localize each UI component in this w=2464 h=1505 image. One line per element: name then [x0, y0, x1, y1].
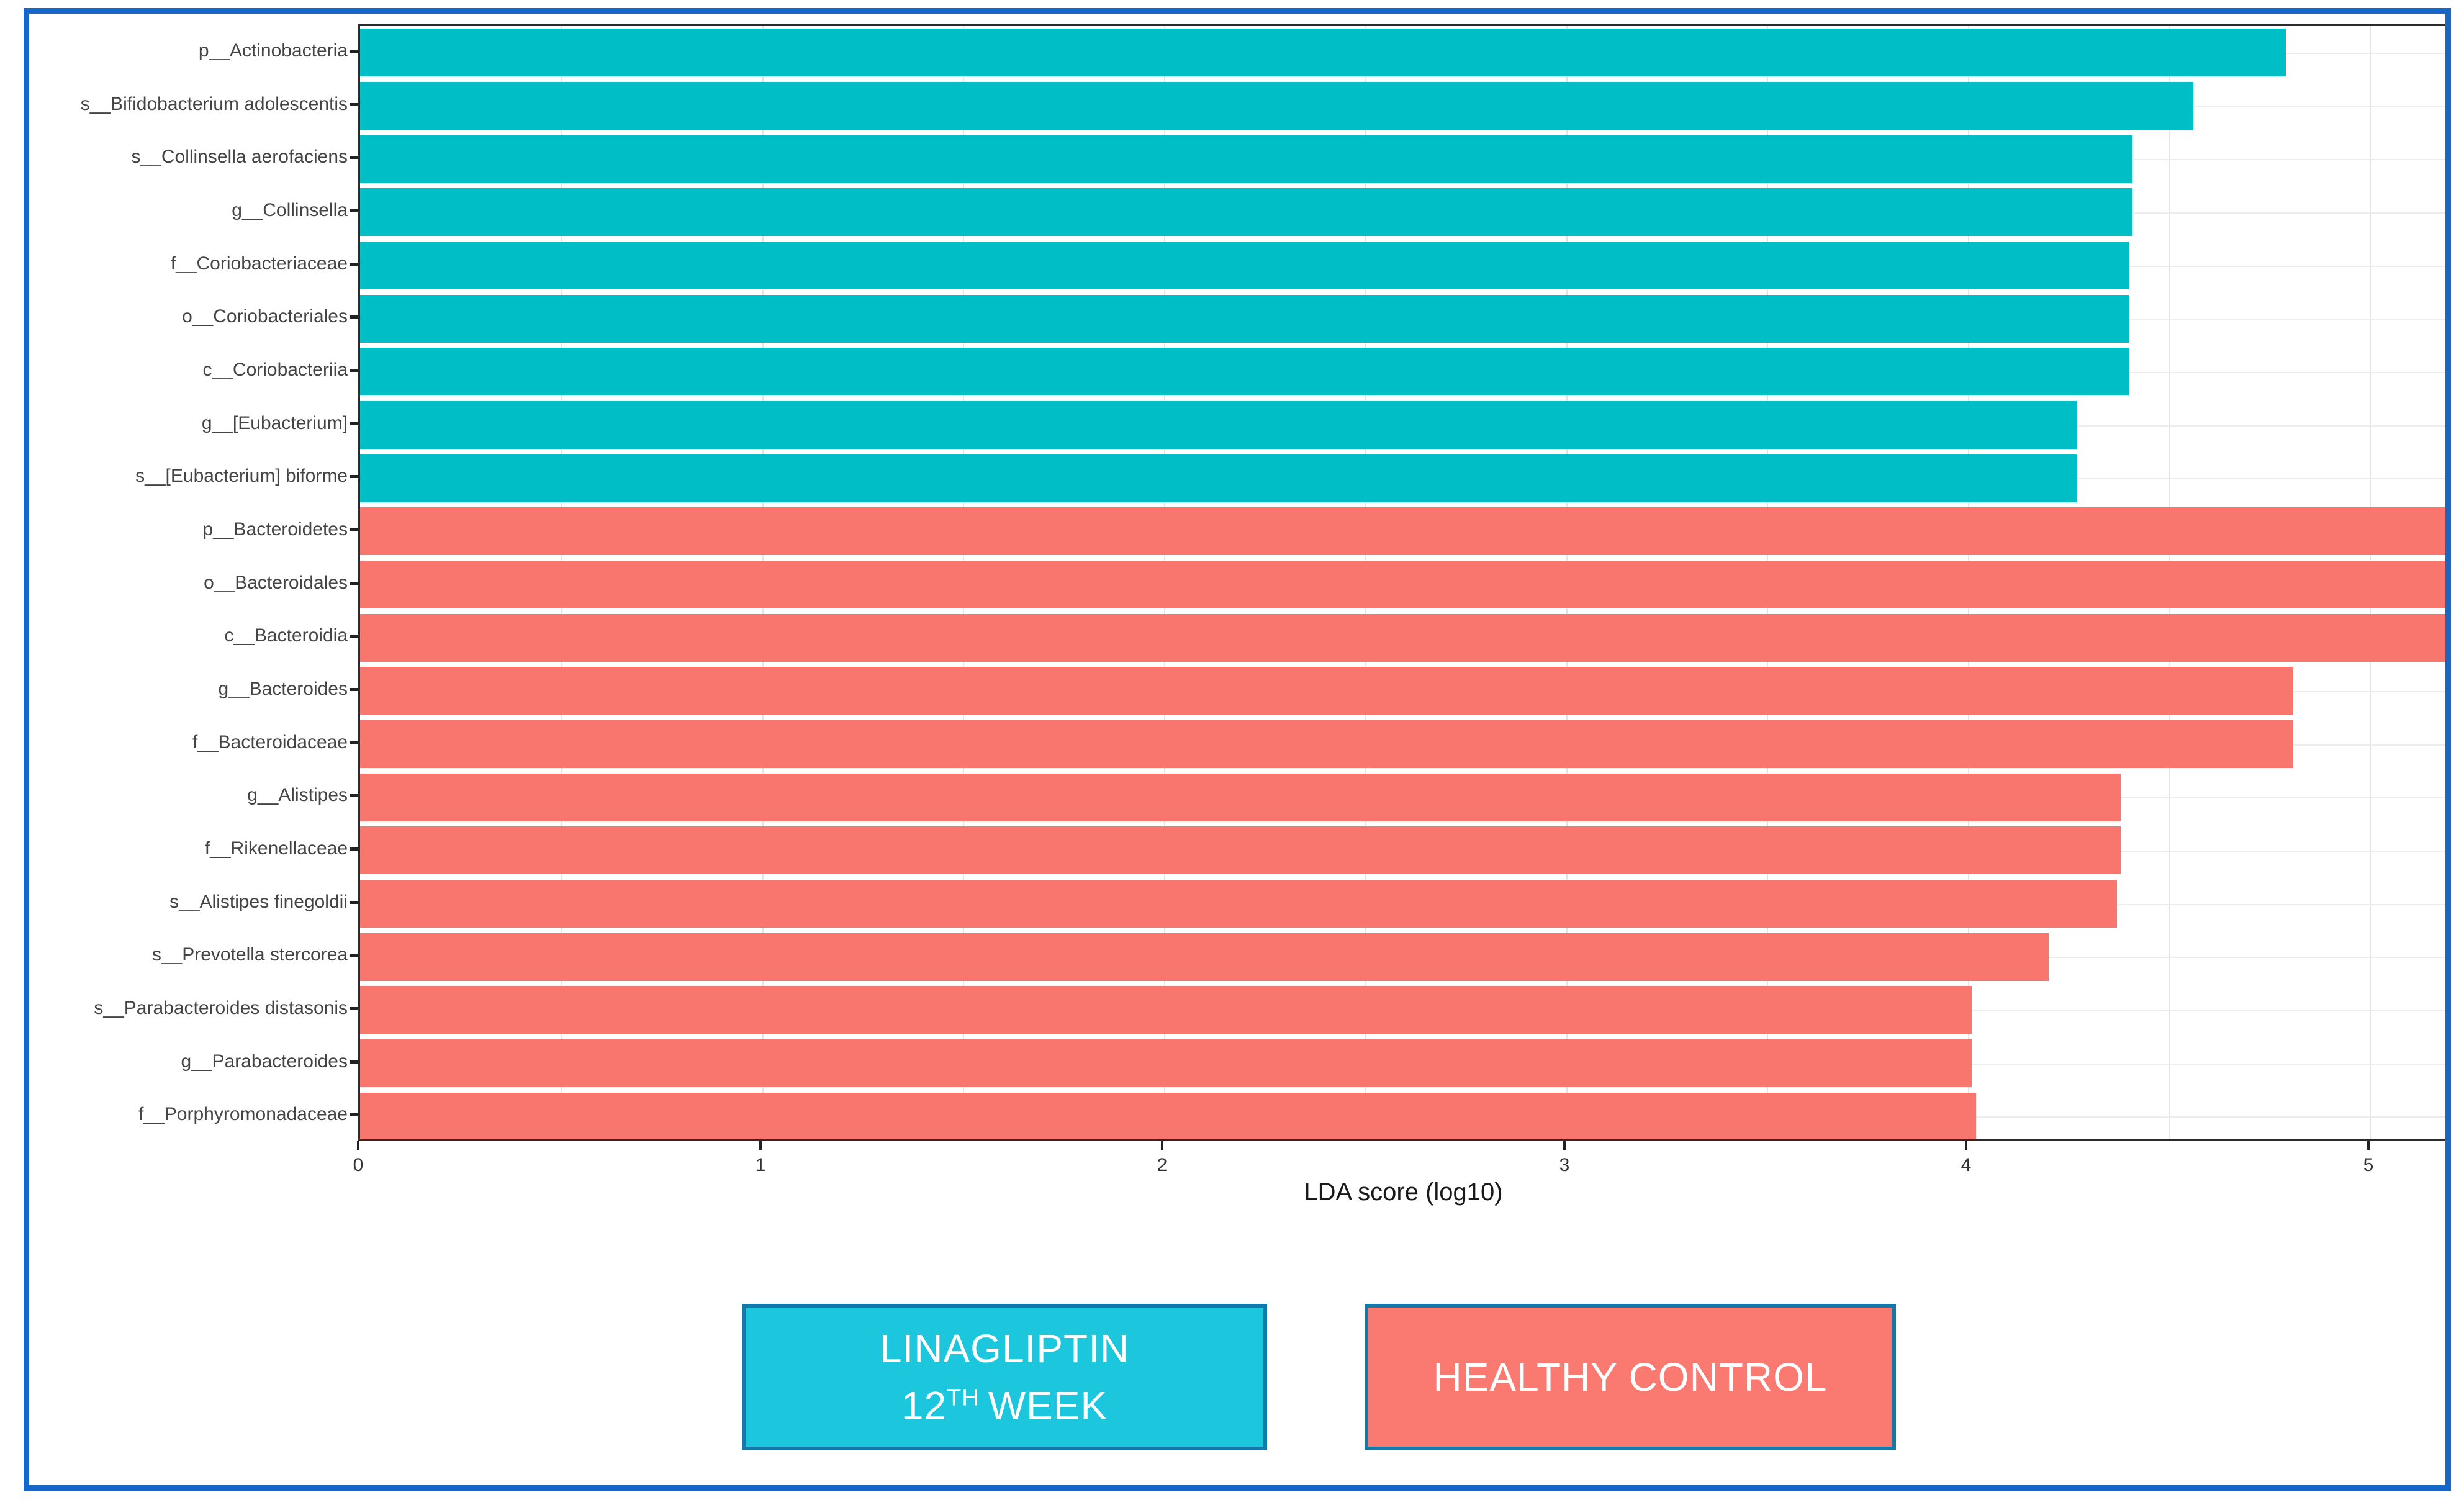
legend-box-linagliptin: LINAGLIPTIN 12TH WEEK — [742, 1304, 1267, 1450]
bar-s__[Eubacterium] biforme — [360, 454, 2077, 502]
legend-healthy-label: HEALTHY CONTROL — [1433, 1355, 1828, 1399]
y-axis-label: s__Parabacteroides distasonis — [94, 998, 348, 1018]
y-axis-label: p__Actinobacteria — [198, 40, 348, 61]
y-tick-mark — [350, 50, 358, 53]
x-tick-label: 0 — [353, 1155, 364, 1175]
y-axis-label: f__Porphyromonadaceae — [138, 1104, 348, 1124]
y-axis-label: s__Prevotella stercorea — [151, 944, 348, 965]
y-tick-mark — [350, 369, 358, 372]
y-axis-label: s__[Eubacterium] biforme — [135, 466, 348, 486]
legend-linagliptin-line2: 12TH WEEK — [901, 1385, 1108, 1426]
bar-c__Bacteroidia — [360, 614, 2447, 662]
bar-s__Collinsella aerofaciens — [360, 135, 2132, 183]
y-tick-mark — [350, 315, 358, 319]
x-tick-label: 1 — [755, 1155, 766, 1175]
y-axis-label: s__Alistipes finegoldii — [169, 892, 348, 912]
x-tick-mark — [1563, 1141, 1566, 1150]
legend-box-healthy-control: HEALTHY CONTROL — [1365, 1304, 1896, 1450]
y-axis-label: p__Bacteroidetes — [202, 519, 348, 540]
y-tick-mark — [350, 582, 358, 585]
bar-s__Prevotella stercorea — [360, 933, 2049, 981]
y-axis-label: f__Coriobacteriaceae — [170, 253, 348, 274]
x-tick-label: 5 — [2363, 1155, 2374, 1175]
y-axis-label: g__Bacteroides — [218, 679, 348, 699]
y-tick-mark — [350, 635, 358, 638]
y-tick-mark — [350, 954, 358, 957]
y-axis-label: o__Coriobacteriales — [182, 306, 348, 327]
x-tick-mark — [1161, 1141, 1163, 1150]
y-tick-mark — [350, 901, 358, 904]
bar-g__Collinsella — [360, 188, 2132, 236]
y-axis-label: f__Rikenellaceae — [204, 838, 348, 859]
y-axis-label: g__Parabacteroides — [181, 1051, 348, 1072]
x-tick-mark — [2367, 1141, 2370, 1150]
x-tick-mark — [759, 1141, 762, 1150]
legend-linagliptin-line1: LINAGLIPTIN — [879, 1326, 1130, 1371]
x-tick-label: 2 — [1157, 1155, 1168, 1175]
y-tick-mark — [350, 1060, 358, 1064]
y-axis-label: s__Bifidobacterium adolescentis — [80, 94, 348, 114]
y-tick-mark — [350, 847, 358, 851]
bar-p__Bacteroidetes — [360, 507, 2447, 555]
y-tick-mark — [350, 688, 358, 691]
x-tick-mark — [1965, 1141, 1967, 1150]
bar-g__Alistipes — [360, 774, 2121, 821]
y-axis-label: g__Alistipes — [247, 785, 348, 805]
y-tick-mark — [350, 794, 358, 797]
y-tick-mark — [350, 422, 358, 425]
x-tick-label: 4 — [1961, 1155, 1972, 1175]
y-axis-label: g__Collinsella — [232, 200, 348, 220]
y-tick-mark — [350, 475, 358, 478]
bar-c__Coriobacteriia — [360, 348, 2129, 395]
y-tick-mark — [350, 528, 358, 531]
legend-linagliptin-line2-sup: TH — [947, 1385, 980, 1411]
x-tick-label: 3 — [1559, 1155, 1570, 1175]
bar-s__Parabacteroides distasonis — [360, 986, 1972, 1034]
bar-s__Alistipes finegoldii — [360, 880, 2117, 928]
x-tick-mark — [357, 1141, 359, 1150]
y-axis-label: o__Bacteroidales — [204, 572, 348, 593]
y-axis-label: s__Collinsella aerofaciens — [131, 147, 348, 167]
bar-g__Parabacteroides — [360, 1039, 1972, 1087]
bar-f__Porphyromonadaceae — [360, 1093, 1976, 1139]
y-tick-mark — [350, 209, 358, 212]
y-tick-mark — [350, 1007, 358, 1010]
bar-g__[Eubacterium] — [360, 401, 2077, 449]
y-tick-mark — [350, 741, 358, 744]
y-axis-label: g__[Eubacterium] — [201, 413, 348, 433]
y-tick-mark — [350, 263, 358, 266]
y-tick-mark — [350, 156, 358, 159]
y-axis-label: f__Bacteroidaceae — [192, 732, 348, 752]
x-axis-title: LDA score (log10) — [1304, 1178, 1503, 1206]
bar-o__Coriobacteriales — [360, 295, 2129, 343]
bar-p__Actinobacteria — [360, 29, 2286, 76]
y-axis-label: c__Bacteroidia — [224, 625, 348, 646]
legend-linagliptin-line2-rest: WEEK — [988, 1383, 1108, 1428]
y-tick-mark — [350, 1113, 358, 1116]
legend-linagliptin-line2-num: 12 — [901, 1383, 947, 1428]
bar-o__Bacteroidales — [360, 561, 2447, 608]
bar-f__Rikenellaceae — [360, 826, 2121, 874]
bar-f__Bacteroidaceae — [360, 720, 2293, 768]
bar-f__Coriobacteriaceae — [360, 242, 2129, 289]
y-axis-label: c__Coriobacteriia — [202, 359, 348, 380]
bar-g__Bacteroides — [360, 667, 2293, 715]
bar-s__Bifidobacterium adolescentis — [360, 82, 2193, 130]
plot-panel — [358, 24, 2448, 1141]
y-tick-mark — [350, 103, 358, 106]
